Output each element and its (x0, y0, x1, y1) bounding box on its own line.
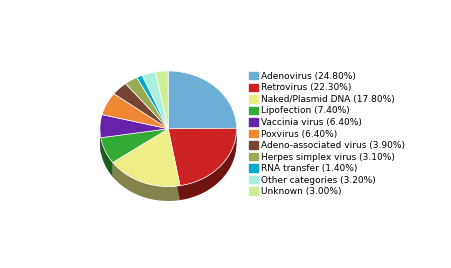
Polygon shape (168, 129, 179, 200)
Polygon shape (100, 129, 101, 152)
Polygon shape (112, 129, 179, 187)
Polygon shape (101, 129, 168, 152)
Polygon shape (137, 75, 168, 129)
Polygon shape (112, 129, 168, 177)
Polygon shape (179, 130, 236, 200)
Polygon shape (142, 72, 168, 129)
Polygon shape (101, 138, 112, 177)
Polygon shape (168, 128, 236, 143)
Polygon shape (102, 94, 168, 129)
Polygon shape (114, 84, 168, 129)
Polygon shape (168, 128, 236, 143)
Legend: Adenovirus (24.80%), Retrovirus (22.30%), Naked/Plasmid DNA (17.80%), Lipofectio: Adenovirus (24.80%), Retrovirus (22.30%)… (247, 70, 406, 198)
Polygon shape (168, 129, 179, 200)
Polygon shape (101, 129, 168, 162)
Polygon shape (155, 71, 168, 129)
Polygon shape (112, 129, 168, 177)
Polygon shape (101, 129, 168, 152)
Polygon shape (168, 71, 236, 129)
Polygon shape (100, 115, 168, 138)
Polygon shape (125, 77, 168, 129)
Polygon shape (112, 162, 179, 201)
Polygon shape (168, 128, 236, 186)
